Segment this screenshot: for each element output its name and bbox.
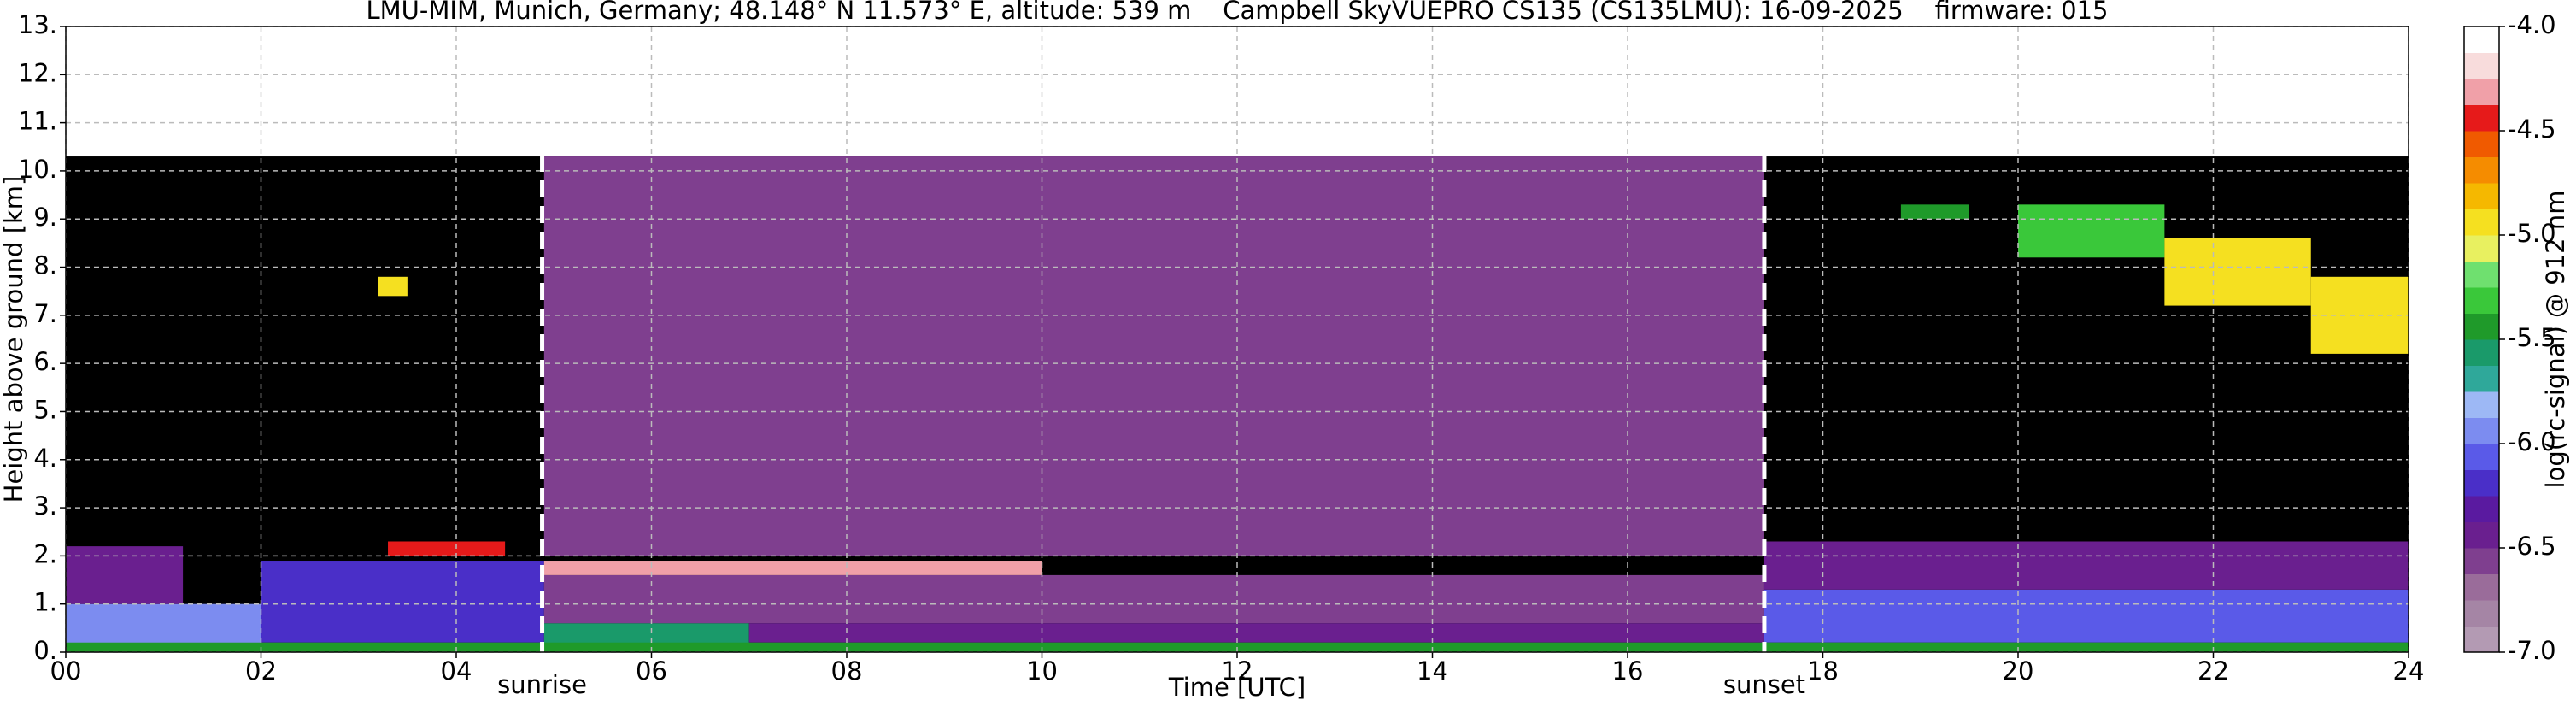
x-tick-label: 04 (441, 656, 472, 685)
colorbar-swatch (2464, 183, 2499, 209)
colorbar-swatch (2464, 600, 2499, 627)
y-tick-label: 10. (18, 155, 57, 184)
colorbar-swatch (2464, 365, 2499, 392)
y-tick-label: 6. (33, 347, 57, 376)
colorbar-swatch (2464, 209, 2499, 236)
colorbar-tick-label: -6.5 (2508, 532, 2556, 561)
x-tick-label: 18 (1807, 656, 1839, 685)
y-tick-label: 2. (33, 539, 57, 568)
colorbar-swatch (2464, 469, 2499, 497)
event-label: sunrise (497, 670, 587, 699)
colorbar-swatch (2464, 79, 2499, 105)
colorbar-label: log(rc-signal) @ 912 nm (2541, 191, 2570, 489)
colorbar-tick-label: -5.0 (2508, 219, 2556, 248)
x-axis-label: Time [UTC] (1168, 673, 1306, 702)
colorbar-swatch (2464, 626, 2499, 653)
colorbar-swatch (2464, 313, 2499, 340)
x-tick-label: 16 (1612, 656, 1644, 685)
signal-region (388, 541, 506, 556)
x-tick-label: 22 (2198, 656, 2229, 685)
colorbar-swatch (2464, 235, 2499, 262)
y-tick-label: 9. (33, 203, 57, 232)
colorbar-swatch (2464, 339, 2499, 366)
x-tick-label: 10 (1026, 656, 1058, 685)
colorbar-swatch (2464, 131, 2499, 157)
colorbar-swatch (2464, 521, 2499, 549)
signal-region (1763, 589, 2409, 643)
x-tick-label: 00 (50, 656, 82, 685)
signal-region (66, 546, 184, 604)
colorbar-swatch (2464, 496, 2499, 522)
event-label: sunset (1723, 670, 1805, 699)
y-tick-label: 7. (33, 299, 57, 328)
colorbar-swatch (2464, 548, 2499, 574)
signal-region (1763, 541, 2409, 590)
colorbar-swatch (2464, 574, 2499, 601)
colorbar-swatch (2464, 417, 2499, 444)
x-tick-label: 20 (2003, 656, 2034, 685)
chart-title: LMU-MIM, Munich, Germany; 48.148° N 11.5… (367, 0, 2109, 25)
y-tick-label: 8. (33, 251, 57, 280)
y-tick-label: 11. (18, 107, 57, 136)
colorbar-swatch (2464, 52, 2499, 79)
x-tick-label: 06 (636, 656, 667, 685)
y-axis-label: Height above ground [km] (0, 176, 28, 503)
signal-region (543, 561, 1042, 575)
x-tick-label: 08 (831, 656, 863, 685)
x-tick-label: 12 (1222, 656, 1253, 685)
signal-region (261, 561, 544, 643)
y-tick-label: 5. (33, 395, 57, 424)
colorbar-swatch (2464, 104, 2499, 132)
y-tick-label: 0. (33, 636, 57, 665)
colorbar-swatch (2464, 287, 2499, 314)
x-tick-label: 02 (245, 656, 277, 685)
colorbar-swatch (2464, 391, 2499, 418)
signal-region (543, 156, 1764, 556)
signal-region (2164, 238, 2311, 306)
signal-region (748, 623, 1764, 643)
colorbar-swatch (2464, 26, 2499, 53)
y-tick-label: 3. (33, 491, 57, 521)
colorbar-tick-label: -5.5 (2508, 323, 2556, 352)
colorbar-tick-label: -4.0 (2508, 10, 2556, 39)
y-tick-label: 13. (18, 10, 57, 39)
y-tick-label: 4. (33, 444, 57, 473)
x-tick-label: 14 (1417, 656, 1448, 685)
colorbar-tick-label: -7.0 (2508, 636, 2556, 665)
y-tick-label: 12. (18, 58, 57, 87)
colorbar-swatch (2464, 261, 2499, 288)
y-tick-label: 1. (33, 588, 57, 617)
x-tick-label: 24 (2393, 656, 2425, 685)
colorbar-tick-label: -6.0 (2508, 427, 2556, 456)
colorbar-tick-label: -4.5 (2508, 115, 2556, 144)
signal-region (1900, 204, 1969, 220)
signal-region (543, 574, 1764, 624)
colorbar-swatch (2464, 444, 2499, 470)
colorbar-swatch (2464, 156, 2499, 184)
signal-region (2018, 204, 2165, 258)
signal-region (378, 276, 408, 297)
plot-frame (65, 26, 2409, 653)
